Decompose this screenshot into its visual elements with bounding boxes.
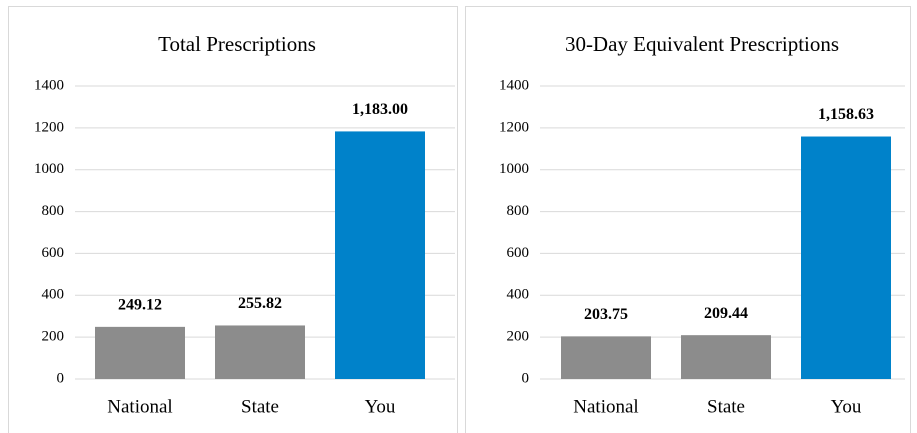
y-tick-label: 1000 bbox=[499, 161, 529, 177]
chart-title: Total Prescriptions bbox=[158, 32, 316, 56]
y-tick-label: 400 bbox=[507, 287, 530, 303]
x-tick-label: National bbox=[107, 396, 172, 417]
value-label: 255.82 bbox=[238, 295, 282, 312]
value-label: 1,183.00 bbox=[352, 101, 408, 118]
y-tick-label: 0 bbox=[522, 370, 530, 386]
y-tick-label: 1400 bbox=[499, 77, 529, 93]
y-tick-label: 200 bbox=[507, 329, 530, 345]
value-label: 209.44 bbox=[704, 305, 748, 322]
y-tick-label: 800 bbox=[42, 203, 65, 219]
x-tick-label: State bbox=[707, 396, 745, 417]
x-tick-label: You bbox=[365, 396, 396, 417]
y-tick-label: 1000 bbox=[34, 161, 64, 177]
y-tick-label: 800 bbox=[507, 203, 530, 219]
y-tick-label: 0 bbox=[57, 370, 65, 386]
bar bbox=[335, 131, 425, 379]
y-tick-label: 600 bbox=[42, 245, 65, 261]
bar bbox=[681, 335, 771, 379]
y-tick-label: 1400 bbox=[34, 77, 64, 93]
value-label: 249.12 bbox=[118, 297, 162, 314]
y-tick-label: 1200 bbox=[34, 119, 64, 135]
chart-title: 30-Day Equivalent Prescriptions bbox=[565, 32, 839, 56]
y-tick-label: 400 bbox=[42, 287, 65, 303]
x-tick-label: You bbox=[831, 396, 862, 417]
value-label: 1,158.63 bbox=[818, 106, 874, 123]
bar bbox=[561, 336, 651, 379]
bar bbox=[801, 136, 891, 379]
x-tick-label: National bbox=[573, 396, 638, 417]
y-tick-label: 1200 bbox=[499, 119, 529, 135]
y-tick-label: 600 bbox=[507, 245, 530, 261]
bar bbox=[215, 325, 305, 379]
bar bbox=[95, 326, 185, 379]
value-label: 203.75 bbox=[584, 306, 628, 323]
x-tick-label: State bbox=[241, 396, 279, 417]
y-tick-label: 200 bbox=[42, 329, 65, 345]
